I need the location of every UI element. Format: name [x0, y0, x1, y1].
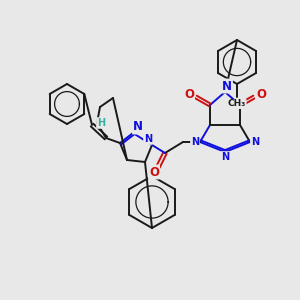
Text: N: N [251, 137, 259, 147]
Text: O: O [149, 166, 159, 178]
Text: N: N [191, 137, 199, 147]
Text: N: N [144, 134, 152, 144]
Text: N: N [133, 121, 143, 134]
Text: CH₃: CH₃ [228, 100, 246, 109]
Text: O: O [184, 88, 194, 101]
Text: O: O [256, 88, 266, 101]
Text: N: N [221, 152, 229, 162]
Text: N: N [222, 80, 232, 92]
Text: H: H [97, 118, 105, 128]
